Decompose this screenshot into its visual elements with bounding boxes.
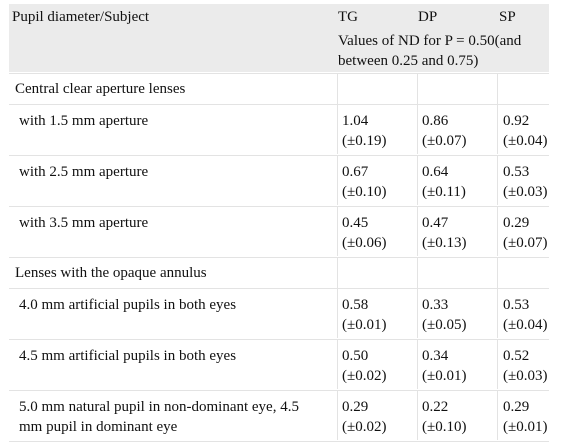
value-sp: (±0.01) bbox=[503, 419, 548, 435]
value-sp: 0.29 bbox=[503, 215, 530, 231]
column-divider bbox=[497, 257, 498, 288]
row-label: with 3.5 mm aperture bbox=[19, 215, 149, 231]
value-tg: (±0.10) bbox=[342, 184, 387, 200]
column-divider bbox=[417, 257, 418, 288]
value-tg: (±0.01) bbox=[342, 317, 387, 333]
column-divider bbox=[337, 288, 338, 338]
value-sp: 0.53 bbox=[503, 164, 530, 180]
value-dp: (±0.11) bbox=[422, 184, 466, 200]
column-divider bbox=[337, 155, 338, 205]
row-label: with 1.5 mm aperture bbox=[19, 113, 149, 129]
value-dp: 0.47 bbox=[422, 215, 449, 231]
column-divider bbox=[417, 288, 418, 338]
table-header bbox=[9, 4, 549, 72]
value-dp: 0.33 bbox=[422, 297, 449, 313]
value-dp: (±0.13) bbox=[422, 235, 467, 251]
column-divider bbox=[337, 390, 338, 440]
value-dp: (±0.07) bbox=[422, 133, 467, 149]
column-divider bbox=[417, 155, 418, 205]
value-tg: (±0.02) bbox=[342, 368, 387, 384]
column-divider bbox=[417, 339, 418, 389]
column-divider bbox=[337, 73, 338, 104]
column-divider bbox=[497, 390, 498, 440]
header-subtitle-line2: between 0.25 and 0.75) bbox=[338, 53, 479, 69]
value-dp: (±0.01) bbox=[422, 368, 467, 384]
value-sp: (±0.04) bbox=[503, 133, 548, 149]
row-divider bbox=[9, 390, 549, 391]
value-tg: (±0.06) bbox=[342, 235, 387, 251]
value-dp: (±0.10) bbox=[422, 419, 467, 435]
row-divider bbox=[9, 73, 549, 74]
value-sp: (±0.03) bbox=[503, 368, 548, 384]
value-tg: (±0.19) bbox=[342, 133, 387, 149]
row-divider bbox=[9, 288, 549, 289]
value-sp: 0.29 bbox=[503, 399, 530, 415]
column-divider bbox=[497, 104, 498, 154]
column-divider bbox=[497, 206, 498, 256]
table-bottom-border bbox=[9, 441, 549, 442]
value-tg: 0.50 bbox=[342, 348, 369, 364]
value-sp: (±0.07) bbox=[503, 235, 548, 251]
column-divider bbox=[337, 257, 338, 288]
header-sp: SP bbox=[499, 9, 516, 25]
row-label: 4.0 mm artificial pupils in both eyes bbox=[19, 297, 237, 313]
value-tg: (±0.02) bbox=[342, 419, 387, 435]
column-divider bbox=[337, 339, 338, 389]
column-divider bbox=[417, 73, 418, 104]
section-title: Lenses with the opaque annulus bbox=[15, 265, 207, 281]
row-divider bbox=[9, 206, 549, 207]
value-tg: 0.45 bbox=[342, 215, 369, 231]
column-divider bbox=[417, 390, 418, 440]
header-subtitle-line1: Values of ND for P = 0.50(and bbox=[338, 33, 522, 49]
header-tg: TG bbox=[338, 9, 358, 25]
value-dp: (±0.05) bbox=[422, 317, 467, 333]
row-divider bbox=[9, 104, 549, 105]
row-divider bbox=[9, 257, 549, 258]
column-divider bbox=[497, 288, 498, 338]
value-tg: 1.04 bbox=[342, 113, 369, 129]
value-sp: 0.53 bbox=[503, 297, 530, 313]
value-sp: 0.92 bbox=[503, 113, 530, 129]
value-sp: 0.52 bbox=[503, 348, 530, 364]
value-dp: 0.22 bbox=[422, 399, 449, 415]
header-pupil-diameter: Pupil diameter/Subject bbox=[12, 9, 150, 25]
row-label: mm pupil in dominant eye bbox=[19, 419, 178, 435]
column-divider bbox=[417, 206, 418, 256]
row-label: 4.5 mm artificial pupils in both eyes bbox=[19, 348, 237, 364]
column-divider bbox=[417, 104, 418, 154]
value-tg: 0.29 bbox=[342, 399, 369, 415]
row-label: with 2.5 mm aperture bbox=[19, 164, 149, 180]
column-divider bbox=[337, 206, 338, 256]
value-sp: (±0.04) bbox=[503, 317, 548, 333]
column-divider bbox=[497, 73, 498, 104]
section-title: Central clear aperture lenses bbox=[15, 81, 186, 97]
value-dp: 0.64 bbox=[422, 164, 449, 180]
column-divider bbox=[497, 155, 498, 205]
value-tg: 0.67 bbox=[342, 164, 369, 180]
value-dp: 0.34 bbox=[422, 348, 449, 364]
header-dp: DP bbox=[418, 9, 438, 25]
column-divider bbox=[337, 104, 338, 154]
value-tg: 0.58 bbox=[342, 297, 369, 313]
column-divider bbox=[497, 339, 498, 389]
row-divider bbox=[9, 339, 549, 340]
value-sp: (±0.03) bbox=[503, 184, 548, 200]
value-dp: 0.86 bbox=[422, 113, 449, 129]
row-divider bbox=[9, 155, 549, 156]
row-label: 5.0 mm natural pupil in non-dominant eye… bbox=[19, 399, 299, 415]
